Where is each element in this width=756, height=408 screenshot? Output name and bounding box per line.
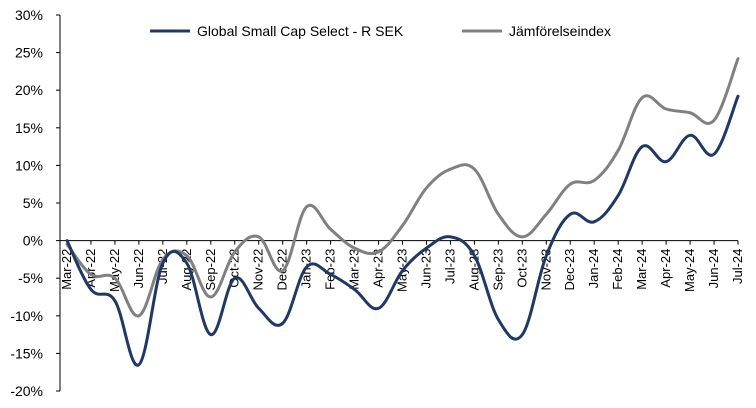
x-tick-label: Mar-22 xyxy=(59,249,74,290)
x-tick-label: Dec-23 xyxy=(562,249,577,291)
y-tick-label: 20% xyxy=(15,82,43,98)
x-tick-label: Sep-23 xyxy=(490,249,505,291)
x-tick-label: Oct-23 xyxy=(514,249,529,288)
legend-label-index: Jämförelseindex xyxy=(509,23,611,39)
y-tick-label: 25% xyxy=(15,45,43,61)
y-tick-label: -5% xyxy=(18,270,43,286)
x-tick-label: Nov-23 xyxy=(538,249,553,291)
x-tick-label: Nov-22 xyxy=(251,249,266,291)
legend: Global Small Cap Select - R SEK Jämförel… xyxy=(150,23,611,39)
y-tick-label: 30% xyxy=(15,7,43,23)
y-tick-label: -15% xyxy=(10,345,43,361)
y-tick-label: 15% xyxy=(15,120,43,136)
x-tick-label: Mar-24 xyxy=(634,249,649,290)
series-line-index xyxy=(65,57,740,318)
series-layer xyxy=(65,57,740,367)
x-tick-label: Apr-24 xyxy=(658,249,673,288)
x-tick-label: May-24 xyxy=(682,249,697,292)
x-tick-label: Jun-24 xyxy=(706,249,721,289)
y-axis: 30% 25% 20% 15% 10% 5% 0% -5% -10% -15% -20% xyxy=(10,7,61,399)
x-tick-label: Apr-22 xyxy=(83,249,98,288)
x-tick-label: Feb-23 xyxy=(323,249,338,290)
x-tick-label: Apr-23 xyxy=(371,249,386,288)
x-tick-label: Jun-22 xyxy=(131,249,146,289)
x-tick-label: Jul-23 xyxy=(442,249,457,284)
y-tick-label: 5% xyxy=(23,195,43,211)
y-tick-label: -20% xyxy=(10,383,43,399)
x-tick-label: Jun-23 xyxy=(418,249,433,289)
x-tick-label: Jul-24 xyxy=(730,249,745,284)
x-tick-label: Sep-22 xyxy=(203,249,218,291)
y-tick-label: -10% xyxy=(10,308,43,324)
y-tick-label: 10% xyxy=(15,157,43,173)
series-line-fund xyxy=(65,94,740,367)
x-tick-label: Mar-23 xyxy=(347,249,362,290)
legend-label-fund: Global Small Cap Select - R SEK xyxy=(197,23,404,39)
y-tick-label: 0% xyxy=(23,233,43,249)
x-tick-label: Jan-24 xyxy=(586,249,601,289)
x-tick-label: Feb-24 xyxy=(610,249,625,290)
